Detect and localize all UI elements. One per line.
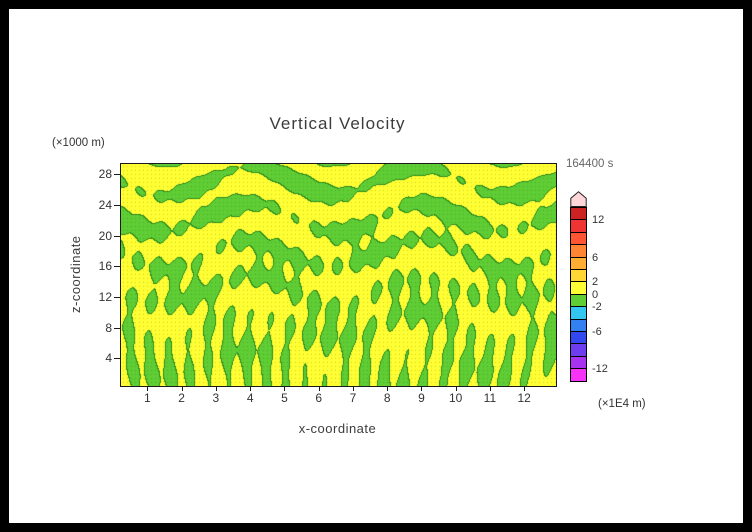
- x-tick-label: 3: [212, 391, 220, 405]
- colorbar-band: [571, 331, 586, 345]
- y-axis-title: z-coordinate: [68, 235, 83, 313]
- x-tick-label: 2: [178, 391, 185, 405]
- x-tick-label: 7: [349, 391, 357, 405]
- colorbar-band: [571, 245, 586, 258]
- colorbar-band: [571, 344, 586, 357]
- x-tick-label: 1: [144, 391, 151, 405]
- colorbar-tick-label: 6: [592, 251, 599, 264]
- x-axis-title: x-coordinate: [298, 421, 377, 436]
- colorbar-overflow-arrow-icon: [570, 191, 587, 207]
- colorbar-bands: [570, 207, 587, 383]
- y-tick-label: 4: [105, 351, 112, 366]
- contour-field-canvas: [121, 164, 556, 386]
- x-tick-label: 9: [418, 391, 425, 405]
- colorbar-tick-label: 12: [592, 214, 605, 227]
- x-tick-mark: [352, 387, 354, 391]
- x-tick-label: 12: [517, 391, 531, 405]
- colorbar-tick-label: -2: [592, 301, 602, 314]
- x-tick-label: 11: [483, 391, 497, 405]
- y-tick-mark: [114, 266, 120, 268]
- x-tick-label: 8: [383, 391, 391, 405]
- colorbar-tick-label: -12: [592, 363, 608, 376]
- colorbar-band: [571, 220, 586, 233]
- x-axis-unit-label: (×1E4 m): [598, 398, 646, 410]
- colorbar-tick-label: 2: [592, 276, 599, 289]
- y-tick-label: 12: [98, 289, 112, 304]
- y-tick-label: 24: [98, 198, 112, 213]
- colorbar-band: [571, 369, 586, 382]
- x-tick-label: 10: [448, 391, 463, 405]
- plot-area: [120, 163, 557, 387]
- chart-title: Vertical Velocity: [269, 114, 406, 133]
- x-tick-mark: [147, 387, 149, 391]
- x-tick-mark: [421, 387, 423, 391]
- y-tick-mark: [114, 358, 120, 360]
- y-tick-label: 16: [98, 259, 112, 274]
- x-tick-label: 6: [315, 391, 322, 405]
- x-tick-mark: [215, 387, 217, 391]
- colorbar-band: [571, 319, 586, 332]
- y-tick-mark: [114, 327, 120, 329]
- colorbar-band: [571, 282, 586, 295]
- y-tick-label: 20: [98, 228, 112, 243]
- x-tick-label: 5: [281, 391, 288, 405]
- colorbar-band: [571, 257, 586, 270]
- x-tick-mark: [250, 387, 252, 391]
- colorbar-band: [571, 307, 586, 320]
- y-tick-mark: [114, 174, 120, 176]
- x-tick-label: 4: [246, 391, 254, 405]
- y-tick-mark: [114, 235, 120, 237]
- time-label: 164400 s: [566, 158, 614, 170]
- colorbar-band: [571, 208, 586, 221]
- y-tick-mark: [114, 205, 120, 207]
- y-axis-unit-label: (×1000 m): [52, 137, 105, 149]
- x-tick-mark: [181, 387, 183, 391]
- colorbar: 12 6 2 0 -2 -6 -12: [570, 191, 634, 397]
- colorbar-band: [571, 294, 586, 308]
- x-tick-mark: [524, 387, 526, 391]
- x-tick-mark: [387, 387, 389, 391]
- y-tick-label: 28: [98, 167, 112, 182]
- x-tick-mark: [489, 387, 491, 391]
- x-tick-mark: [455, 387, 457, 391]
- colorbar-band: [571, 232, 586, 246]
- colorbar-band: [571, 269, 586, 283]
- x-tick-mark: [318, 387, 320, 391]
- colorbar-band: [571, 356, 586, 370]
- colorbar-tick-label: 0: [592, 288, 599, 301]
- y-tick-label: 8: [105, 320, 112, 335]
- colorbar-tick-label: -6: [592, 326, 602, 338]
- y-tick-mark: [114, 296, 120, 298]
- x-tick-mark: [284, 387, 286, 391]
